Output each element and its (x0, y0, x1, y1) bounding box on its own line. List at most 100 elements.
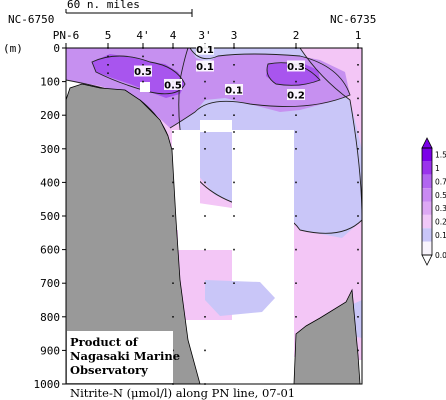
station-label: 5 (105, 29, 112, 42)
credit-line-1: Product of (70, 335, 139, 349)
sample-point (295, 148, 297, 150)
sample-point (233, 131, 235, 133)
colorbar-swatch (422, 188, 432, 202)
y-tick-label: 300 (40, 143, 60, 156)
sample-point (295, 316, 297, 318)
sample-point (357, 114, 359, 116)
contour-line (169, 47, 351, 129)
colorbar-label: 0.05 (435, 251, 446, 260)
credit-box: Product of Nagasaki Marine Observatory (67, 331, 180, 383)
sample-point (172, 215, 174, 217)
y-tick-label: 700 (40, 277, 60, 290)
sample-point (142, 55, 144, 58)
sample-point (295, 181, 297, 184)
sample-point (233, 97, 235, 100)
sample-point (357, 215, 359, 217)
sample-point (204, 316, 206, 318)
contour-label: 0.1 (196, 62, 214, 73)
contour-label: 0.3 (287, 62, 305, 73)
credit-line-3: Observatory (70, 363, 148, 377)
sample-point (233, 64, 235, 66)
sample-point (204, 181, 206, 184)
sample-point (204, 80, 206, 83)
sample-point (357, 80, 359, 83)
contour-label-bg (196, 60, 214, 72)
station-label: PN-6 (53, 29, 80, 42)
sample-point (295, 131, 297, 133)
sample-point (357, 148, 359, 150)
sample-point (295, 248, 297, 251)
contour-label-bg (287, 89, 305, 101)
sample-point (233, 80, 235, 83)
contour-label: 0.5 (164, 80, 182, 91)
sample-point (204, 282, 206, 284)
station-id-right: NC-6735 (330, 13, 376, 26)
contour-labels: 0.5 0.5 0.1 0.1 0.1 0.3 0.2 (134, 43, 305, 102)
colorbar-swatch (422, 214, 432, 229)
station-label: 4' (136, 29, 149, 42)
scale-bar-label: 60 n. miles (67, 0, 140, 11)
sample-point (204, 97, 206, 100)
sample-point (295, 282, 297, 284)
sample-point (204, 114, 206, 116)
colorbar-swatch (422, 161, 432, 175)
colorbar: 1.5 1 0.7 0.5 0.3 0.2 0.1 0.05 (421, 137, 446, 266)
y-axis-label: (m) (3, 42, 23, 55)
station-label: 3' (198, 29, 211, 42)
y-tick-label: 0 (53, 42, 60, 55)
y-tick-label: 900 (40, 344, 60, 357)
sample-point (142, 80, 144, 83)
sample-point (172, 248, 174, 251)
contour-label: 0.1 (225, 86, 243, 97)
colorbar-label: 0.2 (435, 218, 446, 227)
colorbar-swatch (422, 174, 432, 189)
station-label: 3 (231, 29, 238, 42)
colorbar-label: 0.1 (435, 231, 446, 240)
sample-point (172, 282, 174, 284)
y-tick-label: 100 (40, 76, 60, 89)
contour-label: 0.2 (287, 91, 305, 102)
sample-point (357, 64, 359, 66)
sample-point (233, 282, 235, 284)
sample-point (233, 248, 235, 251)
seafloor-topography (65, 83, 361, 385)
contour-label-bg (164, 78, 182, 90)
sample-point (172, 131, 174, 133)
sample-point (204, 349, 206, 352)
colorbar-frame (421, 147, 433, 256)
contour-label-bg (225, 84, 243, 95)
sample-point (233, 148, 235, 150)
y-tick-label: 200 (40, 109, 60, 122)
colorbar-label: 0.5 (435, 191, 446, 200)
sample-point (204, 215, 206, 217)
no-data-blocks (66, 82, 294, 280)
sample-point (357, 248, 359, 251)
sample-point (295, 80, 297, 83)
colorbar-label: 0.7 (435, 177, 446, 186)
sample-point (357, 181, 359, 184)
colorbar-label: 1 (435, 164, 440, 173)
chart-title: Nitrite-N (μmol/l) along PN line, 07-01 (70, 386, 295, 400)
colorbar-swatch (422, 148, 432, 162)
sample-point (233, 181, 235, 184)
station-label: 4 (170, 29, 177, 42)
sample-point (357, 131, 359, 133)
sample-point (107, 55, 109, 58)
sample-point (107, 64, 109, 66)
contour-label: 0.5 (134, 67, 152, 78)
field-lavender-3 (205, 280, 275, 316)
scale-bar: 60 n. miles (65, 0, 193, 17)
sample-point (204, 248, 206, 251)
station-label: 2 (293, 29, 300, 42)
slope-left (65, 83, 201, 385)
sample-point (357, 316, 359, 318)
contour-label-bg (287, 60, 305, 72)
sample-point (233, 114, 235, 116)
colorbar-swatch (422, 228, 432, 242)
sample-point (172, 97, 174, 100)
sample-point (204, 148, 206, 150)
sample-point (142, 64, 144, 66)
y-tick-label: 1000 (34, 378, 61, 391)
colorbar-bottom-arrow (421, 254, 433, 266)
